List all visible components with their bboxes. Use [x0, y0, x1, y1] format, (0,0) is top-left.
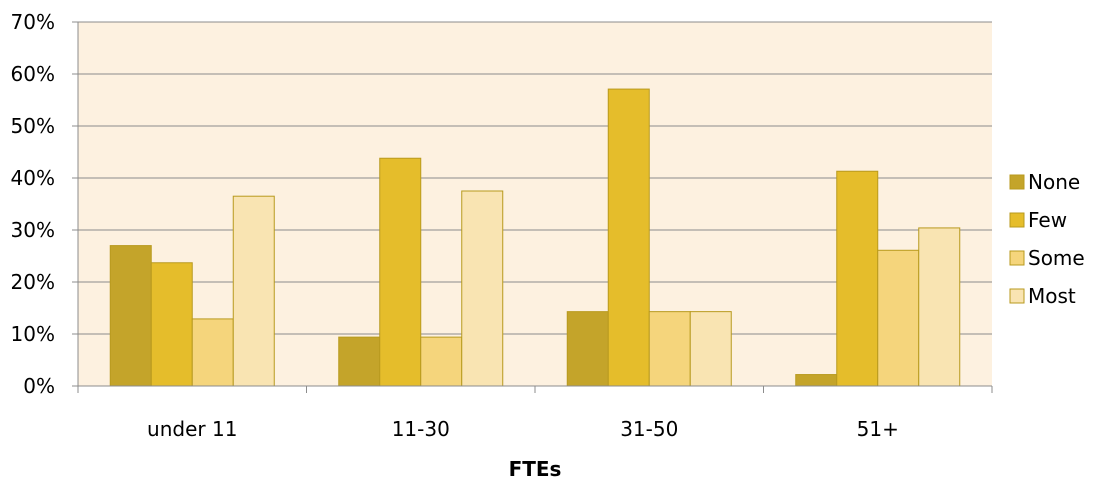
- y-tick-label: 70%: [11, 10, 55, 34]
- y-tick-label: 20%: [11, 270, 55, 294]
- x-tick-label: under 11: [147, 417, 237, 441]
- bars: [109, 88, 961, 387]
- legend-label-some: Some: [1028, 246, 1085, 270]
- legend-label-most: Most: [1028, 284, 1076, 308]
- bar-none-3: [795, 374, 838, 387]
- bar-few-1: [379, 157, 422, 387]
- legend-label-few: Few: [1028, 208, 1067, 232]
- bar-some-2: [648, 311, 691, 387]
- bar-some-0: [191, 318, 234, 387]
- y-tick-label: 30%: [11, 218, 55, 242]
- legend-label-none: None: [1028, 170, 1080, 194]
- y-tick-label: 40%: [11, 166, 55, 190]
- legend-swatch-few: [1009, 212, 1025, 228]
- bar-some-1: [420, 336, 463, 387]
- bar-most-2: [689, 311, 732, 387]
- x-tick-label: 31-50: [620, 417, 678, 441]
- legend: None Few Some Most: [1009, 170, 1085, 308]
- y-tick-label: 50%: [11, 114, 55, 138]
- bar-some-3: [877, 249, 920, 387]
- bar-none-2: [566, 311, 609, 387]
- bar-few-0: [150, 262, 193, 387]
- y-axis-ticks: 0% 10% 20% 30% 40% 50% 60% 70%: [11, 10, 55, 398]
- bar-none-1: [338, 336, 381, 387]
- x-axis-title: FTEs: [509, 457, 562, 481]
- x-tick-label: 51+: [857, 417, 899, 441]
- y-tick-label: 0%: [23, 374, 55, 398]
- bar-most-3: [918, 227, 961, 387]
- bar-few-3: [836, 170, 879, 387]
- y-tick-label: 60%: [11, 62, 55, 86]
- bar-most-0: [232, 195, 275, 387]
- x-tick-label: 11-30: [392, 417, 450, 441]
- x-axis: under 11 11-30 31-50 51+: [77, 385, 993, 441]
- bar-most-1: [461, 190, 504, 387]
- bar-none-0: [109, 245, 152, 387]
- y-tick-label: 10%: [11, 322, 55, 346]
- bar-few-2: [607, 88, 650, 387]
- legend-swatch-none: [1009, 174, 1025, 190]
- legend-swatch-some: [1009, 250, 1025, 266]
- legend-swatch-most: [1009, 288, 1025, 304]
